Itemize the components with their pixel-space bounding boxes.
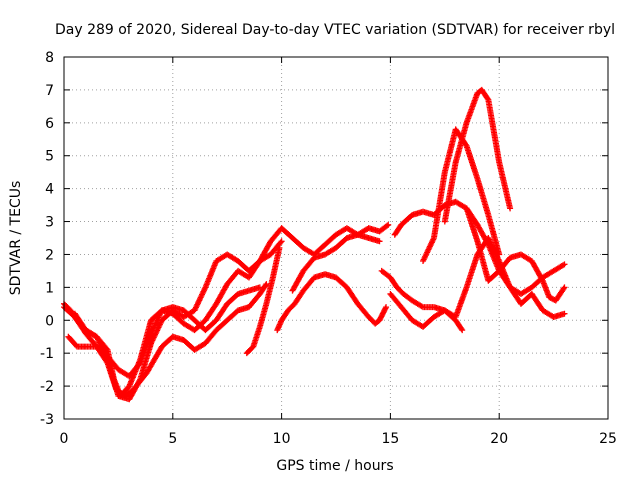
data-point <box>136 377 143 384</box>
y-tick-label: 8 <box>45 50 54 66</box>
data-point <box>484 95 491 102</box>
data-point <box>484 240 491 247</box>
data-point <box>383 304 390 311</box>
series-track-11 <box>420 126 503 265</box>
data-point <box>561 310 568 317</box>
data-point <box>262 282 269 289</box>
data-point <box>256 284 263 291</box>
series-track-5 <box>243 244 283 357</box>
tick-labels: 0 5 10 15 20 25 -3 -2 -1 0 1 2 3 4 5 6 7 8 <box>40 50 617 447</box>
y-tick-label: 6 <box>45 116 54 132</box>
data-point <box>561 261 568 268</box>
data-point <box>462 141 469 148</box>
plot-frame <box>63 56 609 420</box>
data-point <box>459 327 466 334</box>
data-point <box>507 205 514 212</box>
y-tick-label: 3 <box>45 215 54 231</box>
data-point <box>496 251 503 258</box>
x-tick-label: 25 <box>599 431 617 447</box>
series-track-4 <box>71 238 285 403</box>
series-track-7 <box>289 221 392 294</box>
data-point <box>376 238 383 245</box>
chart-title: Day 289 of 2020, Sidereal Day-to-day VTE… <box>55 22 615 38</box>
y-tick-label: 2 <box>45 247 54 263</box>
data-point <box>385 221 392 228</box>
plot-area <box>61 86 568 403</box>
y-tick-label: -3 <box>40 412 54 428</box>
series-track-2 <box>61 281 270 399</box>
series-track-10 <box>391 198 568 320</box>
data-point <box>382 305 389 312</box>
data-point <box>383 222 390 229</box>
y-tick-label: 1 <box>45 280 54 296</box>
x-tick-label: 5 <box>168 431 177 447</box>
data-point <box>538 276 545 283</box>
y-tick-label: -2 <box>40 379 54 395</box>
y-axis-title: SDTVAR / TECUs <box>8 181 24 296</box>
data-point <box>561 284 568 291</box>
data-point <box>278 238 285 245</box>
series-track-6 <box>274 271 390 334</box>
y-tick-label: 0 <box>45 313 54 329</box>
x-tick-label: 15 <box>381 431 399 447</box>
grid-lines <box>64 57 608 419</box>
x-tick-label: 0 <box>60 431 69 447</box>
x-tick-label: 20 <box>490 431 508 447</box>
data-point <box>277 239 284 246</box>
y-tick-label: -1 <box>40 346 54 362</box>
series-track-13 <box>463 205 568 304</box>
series-track-12 <box>441 86 514 225</box>
x-axis-title: GPS time / hours <box>276 458 393 474</box>
x-tick-label: 10 <box>273 431 291 447</box>
series-track-3 <box>65 284 263 380</box>
y-tick-label: 5 <box>45 149 54 165</box>
data-point <box>560 285 567 292</box>
y-tick-label: 4 <box>45 182 54 198</box>
data-point <box>276 244 283 251</box>
data-point <box>458 325 465 332</box>
y-tick-label: 7 <box>45 83 54 99</box>
